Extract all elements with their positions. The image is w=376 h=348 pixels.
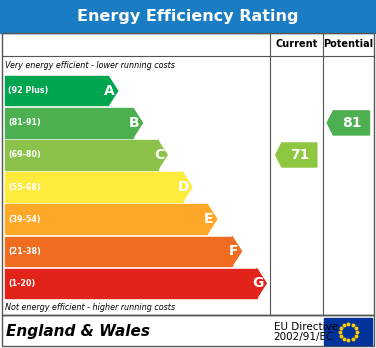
Text: (21-38): (21-38) (8, 247, 41, 256)
Polygon shape (232, 237, 241, 266)
Text: D: D (177, 180, 189, 194)
Text: (55-68): (55-68) (8, 183, 41, 191)
Bar (5, 205, 207, 234)
Text: England & Wales: England & Wales (6, 324, 150, 339)
Text: E: E (204, 212, 214, 226)
Text: F: F (229, 244, 238, 258)
Bar (324, 318, 372, 345)
Bar (0, 0, 376, 33)
Bar (5, 172, 182, 202)
Text: (1-20): (1-20) (8, 279, 35, 288)
Text: Energy Efficiency Rating: Energy Efficiency Rating (77, 9, 299, 24)
Polygon shape (276, 143, 317, 167)
Text: (81-91): (81-91) (8, 118, 41, 127)
Bar (5, 76, 108, 105)
Bar (5, 108, 133, 137)
Text: Not energy efficient - higher running costs: Not energy efficient - higher running co… (5, 303, 174, 311)
Bar (5, 140, 158, 169)
Text: 71: 71 (290, 148, 310, 162)
Text: 2002/91/EC: 2002/91/EC (274, 332, 334, 342)
Polygon shape (158, 140, 167, 169)
Polygon shape (133, 108, 143, 137)
Bar (5, 237, 232, 266)
Polygon shape (207, 205, 217, 234)
Text: Current: Current (275, 39, 317, 49)
Bar (2, 315, 374, 346)
Text: (39-54): (39-54) (8, 215, 41, 224)
Text: (92 Plus): (92 Plus) (8, 86, 49, 95)
Polygon shape (327, 111, 370, 135)
Polygon shape (182, 172, 192, 202)
Text: (69-80): (69-80) (8, 150, 41, 159)
Text: Potential: Potential (323, 39, 373, 49)
Polygon shape (108, 76, 118, 105)
Polygon shape (257, 269, 266, 298)
Text: EU Directive: EU Directive (274, 322, 338, 332)
Text: Very energy efficient - lower running costs: Very energy efficient - lower running co… (5, 61, 174, 70)
Bar (5, 269, 257, 298)
Text: 81: 81 (343, 116, 362, 130)
Bar (2, 33, 374, 315)
Text: A: A (104, 84, 115, 98)
Text: C: C (154, 148, 164, 162)
Text: G: G (252, 276, 263, 290)
Text: B: B (129, 116, 139, 130)
